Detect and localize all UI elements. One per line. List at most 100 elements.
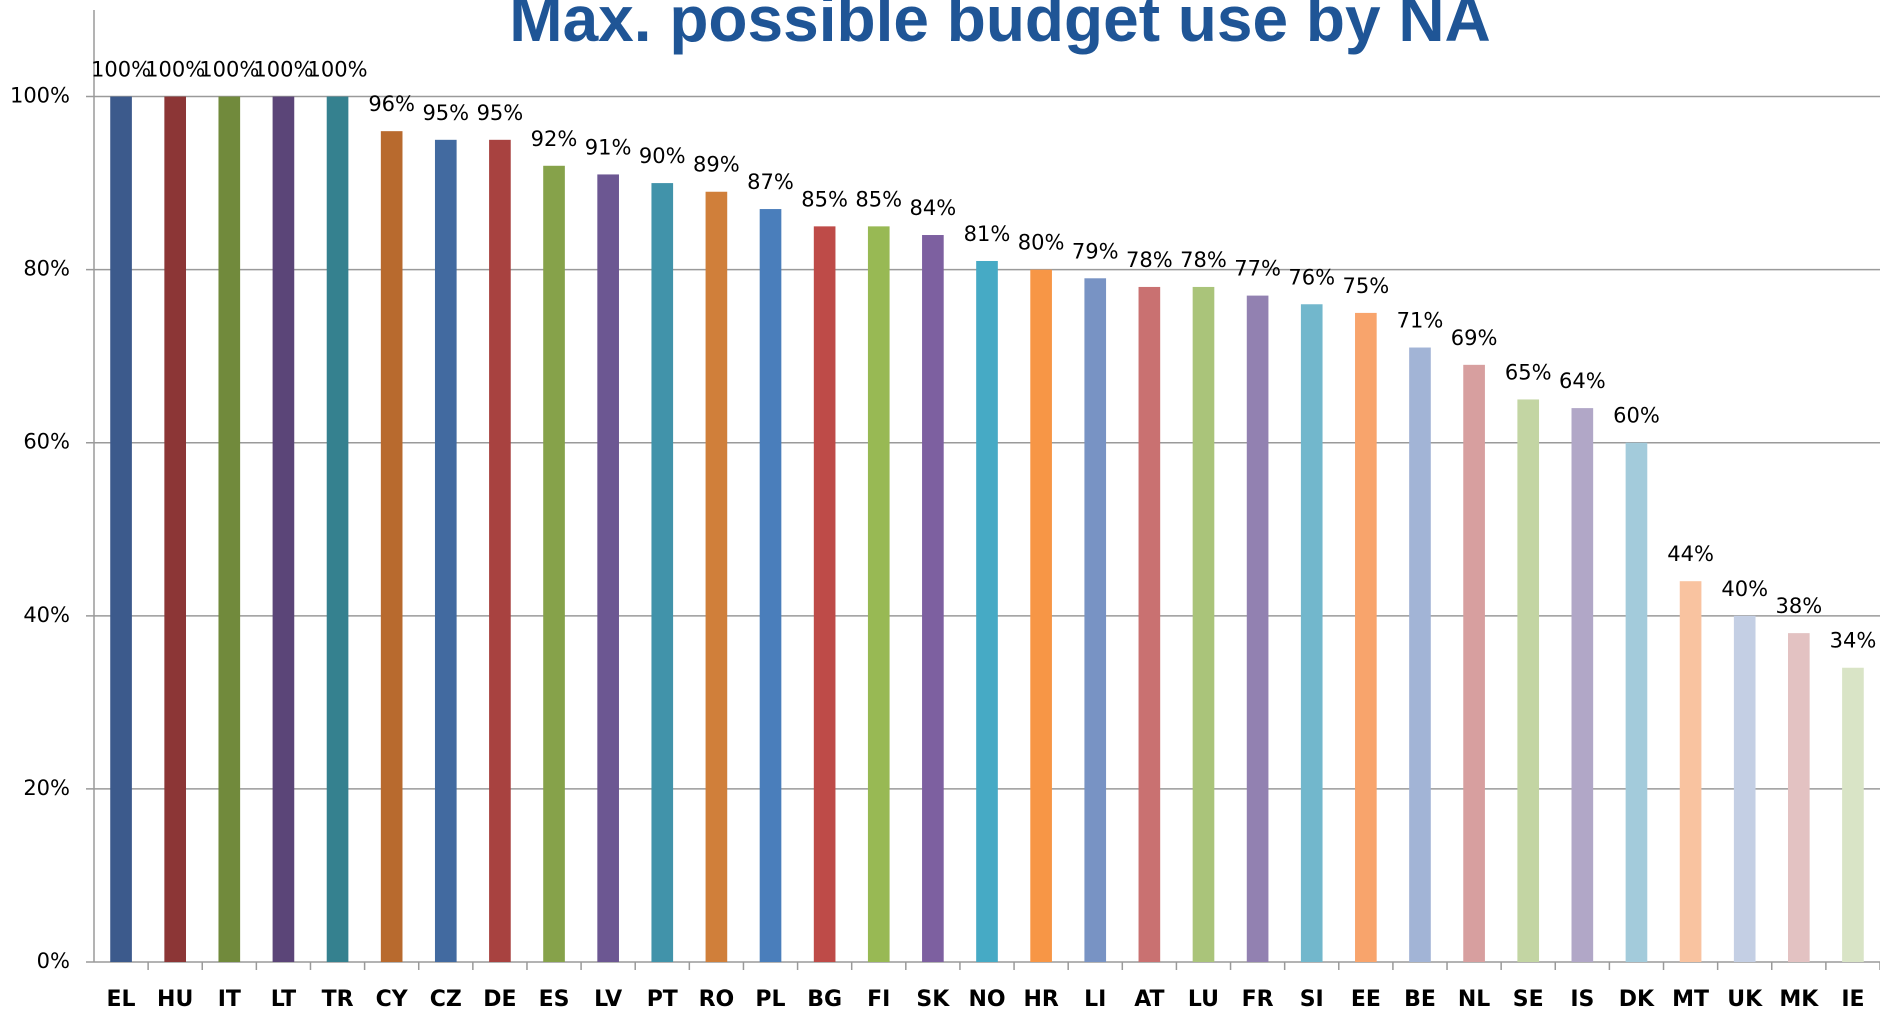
data-label: 38% <box>1775 594 1822 618</box>
x-tick-label: EL <box>107 987 136 1012</box>
bar <box>651 183 674 962</box>
bar <box>218 96 241 962</box>
x-tick-label: LT <box>271 987 296 1012</box>
y-tick-label: 0% <box>37 949 70 973</box>
x-tick-label: MK <box>1779 987 1819 1012</box>
bar <box>1571 408 1594 962</box>
bar <box>380 131 403 962</box>
x-tick-label: MT <box>1672 987 1709 1012</box>
bar <box>1787 633 1810 962</box>
bar <box>867 226 890 962</box>
bar <box>597 174 619 962</box>
data-label: 91% <box>585 135 632 159</box>
data-label: 85% <box>801 187 848 211</box>
bar <box>922 235 944 962</box>
x-tick-label: NO <box>968 987 1005 1012</box>
data-label: 95% <box>477 101 524 125</box>
bar <box>1733 615 1756 962</box>
x-tick-label: IE <box>1841 987 1864 1012</box>
y-tick-label: 40% <box>23 603 70 627</box>
data-label: 85% <box>855 187 902 211</box>
data-label: 100% <box>199 58 259 82</box>
bar <box>489 139 511 962</box>
bar <box>1355 312 1377 963</box>
bar <box>1030 269 1052 962</box>
data-label: 100% <box>91 58 151 82</box>
data-label: 79% <box>1072 239 1119 263</box>
y-tick-label: 20% <box>23 776 70 800</box>
data-label: 69% <box>1451 326 1498 350</box>
bar <box>1138 286 1161 963</box>
data-label: 100% <box>308 58 368 82</box>
data-label: 65% <box>1505 360 1552 384</box>
data-label: 87% <box>747 170 794 194</box>
data-label: 34% <box>1830 629 1877 653</box>
bar <box>1409 347 1431 962</box>
data-label: 76% <box>1288 265 1335 289</box>
data-label: 78% <box>1180 248 1227 272</box>
data-label: 60% <box>1613 404 1660 428</box>
data-label: 44% <box>1667 542 1714 566</box>
bar <box>759 209 782 962</box>
chart-title: Max. possible budget use by NA <box>509 0 1491 55</box>
x-tick-label: BE <box>1404 987 1436 1012</box>
data-label: 100% <box>145 58 205 82</box>
x-tick-label: AT <box>1134 987 1164 1012</box>
data-label: 89% <box>693 153 740 177</box>
data-label: 78% <box>1126 248 1173 272</box>
bar <box>1463 364 1485 962</box>
x-tick-label: PT <box>647 987 678 1012</box>
bar <box>1625 442 1648 962</box>
bar <box>1842 667 1864 962</box>
y-tick-label: 100% <box>10 84 70 108</box>
x-tick-label: EE <box>1351 987 1381 1012</box>
bar <box>434 139 457 962</box>
x-tick-label: DK <box>1619 987 1655 1012</box>
bar <box>326 96 349 962</box>
bar <box>705 191 728 962</box>
x-tick-label: BG <box>807 987 842 1012</box>
data-label: 64% <box>1559 369 1606 393</box>
x-tick-label: RO <box>699 987 735 1012</box>
x-tick-label: IT <box>218 987 241 1012</box>
x-tick-label: LU <box>1188 987 1219 1012</box>
x-tick-label: SI <box>1300 987 1324 1012</box>
y-tick-label: 60% <box>23 430 70 454</box>
data-label: 95% <box>422 101 469 125</box>
bar <box>164 96 187 962</box>
bar <box>1300 304 1323 963</box>
x-tick-label: ES <box>539 987 570 1012</box>
x-tick-label: TR <box>322 987 354 1012</box>
x-tick-label: DE <box>483 987 516 1012</box>
data-label: 96% <box>368 92 415 116</box>
bar <box>543 165 565 963</box>
x-tick-label: HU <box>157 987 193 1012</box>
data-label: 100% <box>253 58 313 82</box>
bar <box>1246 295 1269 963</box>
x-tick-label: UK <box>1727 987 1763 1012</box>
bar <box>1517 399 1540 962</box>
bar <box>272 96 295 962</box>
x-tick-label: SE <box>1513 987 1544 1012</box>
x-tick-label: FR <box>1242 987 1274 1012</box>
data-label: 90% <box>639 144 686 168</box>
x-tick-label: PL <box>755 987 785 1012</box>
bar <box>1192 286 1215 963</box>
x-tick-label: LI <box>1084 987 1106 1012</box>
x-tick-label: SK <box>916 987 950 1012</box>
data-label: 92% <box>531 127 578 151</box>
y-tick-label: 80% <box>23 257 70 281</box>
data-label: 84% <box>910 196 957 220</box>
x-tick-label: HR <box>1023 987 1058 1012</box>
x-tick-label: CZ <box>430 987 462 1012</box>
data-label: 75% <box>1343 274 1390 298</box>
bar <box>976 260 998 962</box>
data-label: 40% <box>1721 577 1768 601</box>
data-label: 81% <box>964 222 1011 246</box>
x-tick-label: IS <box>1570 987 1594 1012</box>
x-tick-label: FI <box>867 987 890 1012</box>
data-label: 71% <box>1397 309 1444 333</box>
bar <box>110 96 132 962</box>
x-tick-label: LV <box>594 987 622 1012</box>
